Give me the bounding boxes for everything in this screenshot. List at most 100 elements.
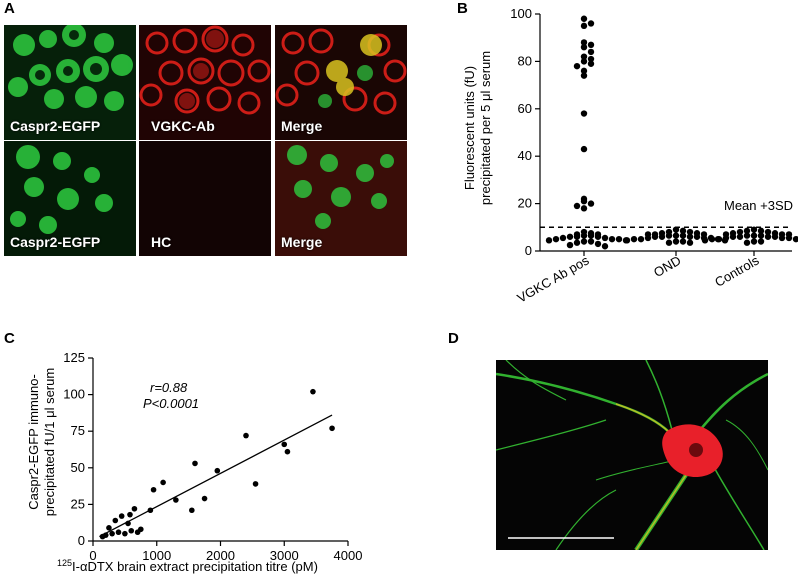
c-data-point	[112, 517, 119, 524]
c-data-point	[329, 425, 335, 432]
c-data-point	[284, 448, 291, 455]
b-data-point	[580, 205, 588, 212]
b-data-point	[615, 235, 623, 243]
b-data-point	[764, 233, 772, 240]
b-data-point	[665, 232, 673, 239]
b-xtick-label: OND	[651, 253, 684, 280]
c-ytick-label: 25	[71, 496, 85, 511]
c-xtick-label: 1000	[142, 548, 171, 563]
c-data-point	[243, 432, 249, 439]
b-data-point	[587, 41, 595, 49]
b-data-point	[743, 232, 751, 239]
b-data-point	[587, 60, 595, 67]
c-ytick-label: 100	[63, 387, 85, 402]
b-data-point	[686, 228, 694, 236]
b-data-point	[587, 48, 595, 56]
b-data-point	[580, 43, 588, 51]
b-data-point	[573, 62, 581, 70]
b-threshold-label: Mean +3SD	[724, 198, 793, 213]
b-data-point	[573, 202, 581, 210]
b-data-point	[587, 20, 595, 27]
c-fit-line	[99, 414, 333, 538]
panel-letter-a: A	[4, 0, 15, 17]
b-data-point	[679, 232, 687, 239]
c-data-point	[310, 388, 316, 395]
c-data-point	[138, 526, 144, 533]
b-data-point	[637, 235, 645, 243]
b-data-point	[665, 239, 673, 246]
panel-letter-b: B	[457, 0, 468, 17]
b-data-point	[566, 241, 574, 249]
b-ytick-label: 80	[518, 53, 532, 68]
b-data-point	[594, 233, 602, 240]
b-data-point	[792, 235, 798, 243]
c-xtick-label: 4000	[334, 548, 363, 563]
b-data-point	[587, 200, 595, 207]
b-data-point	[708, 235, 716, 243]
c-data-point	[128, 527, 135, 534]
b-data-point	[701, 237, 709, 244]
b-data-point	[580, 238, 588, 245]
b-data-point	[580, 15, 588, 22]
c-data-point	[160, 479, 166, 486]
b-ylabel-line2: precipitated per 5 μl serum	[478, 51, 493, 205]
c-data-point	[173, 497, 179, 503]
b-data-point	[743, 227, 751, 235]
tile-label: Caspr2-EGFP	[10, 118, 101, 134]
b-data-point	[580, 58, 588, 65]
b-data-point	[580, 145, 588, 153]
b-data-point	[679, 238, 687, 245]
c-data-point	[102, 532, 109, 538]
b-data-point	[722, 234, 730, 242]
b-data-point	[580, 232, 588, 239]
c-data-point	[109, 530, 115, 537]
merge-cells-image	[275, 25, 407, 140]
b-data-point	[573, 233, 581, 240]
c-data-point	[189, 507, 195, 514]
b-data-point	[757, 238, 765, 245]
c-xtick-label: 0	[89, 548, 96, 563]
b-ytick-label: 20	[518, 196, 532, 211]
c-xtick-label: 2000	[206, 548, 235, 563]
tile-label: Merge	[281, 234, 323, 250]
c-ytick-label: 125	[63, 350, 85, 365]
tile-label: HC	[151, 234, 172, 250]
b-data-point	[785, 234, 793, 242]
green-cells-image	[4, 141, 136, 256]
b-data-point	[679, 227, 687, 235]
c-ylabel-line2: precipitated fU/1 μl serum	[42, 368, 57, 516]
b-data-point	[750, 232, 758, 239]
green-cells-image	[4, 25, 136, 140]
panel-letter-d: D	[448, 330, 459, 347]
b-data-point	[757, 232, 765, 239]
neuron-nucleus	[689, 443, 703, 457]
panel-d-neuron-image	[496, 360, 768, 550]
c-ylabel-line1: Caspr2-EGFP immuno-	[26, 374, 41, 510]
c-data-point	[106, 525, 112, 531]
b-data-point	[623, 237, 631, 244]
b-data-point	[693, 233, 701, 240]
b-data-point	[736, 228, 744, 236]
b-data-point	[587, 232, 595, 239]
b-ytick-label: 40	[518, 148, 532, 163]
b-data-point	[672, 238, 680, 245]
b-data-point	[580, 110, 588, 117]
c-data-point	[122, 530, 128, 537]
c-annotation-r: r=0.88	[150, 380, 188, 395]
b-data-point	[573, 239, 581, 246]
neurite-network	[496, 360, 768, 550]
c-data-point	[127, 511, 133, 518]
b-ytick-label: 60	[518, 101, 532, 116]
b-data-point	[764, 228, 772, 236]
merge-cells-image	[275, 141, 407, 256]
b-data-point	[644, 234, 652, 242]
dark-control-image	[139, 141, 271, 256]
neuron-micrograph	[496, 360, 768, 550]
c-axes: 0 25 50 75 100 125 0 1000 2000 3000 4000	[63, 350, 362, 563]
panel-letter-c: C	[4, 330, 15, 347]
c-ytick-label: 50	[71, 460, 85, 475]
b-data-point	[672, 226, 680, 233]
b-data-point	[580, 67, 588, 75]
tile-caspr2-egfp-top: Caspr2-EGFP	[4, 25, 136, 140]
b-data-point	[559, 234, 567, 242]
